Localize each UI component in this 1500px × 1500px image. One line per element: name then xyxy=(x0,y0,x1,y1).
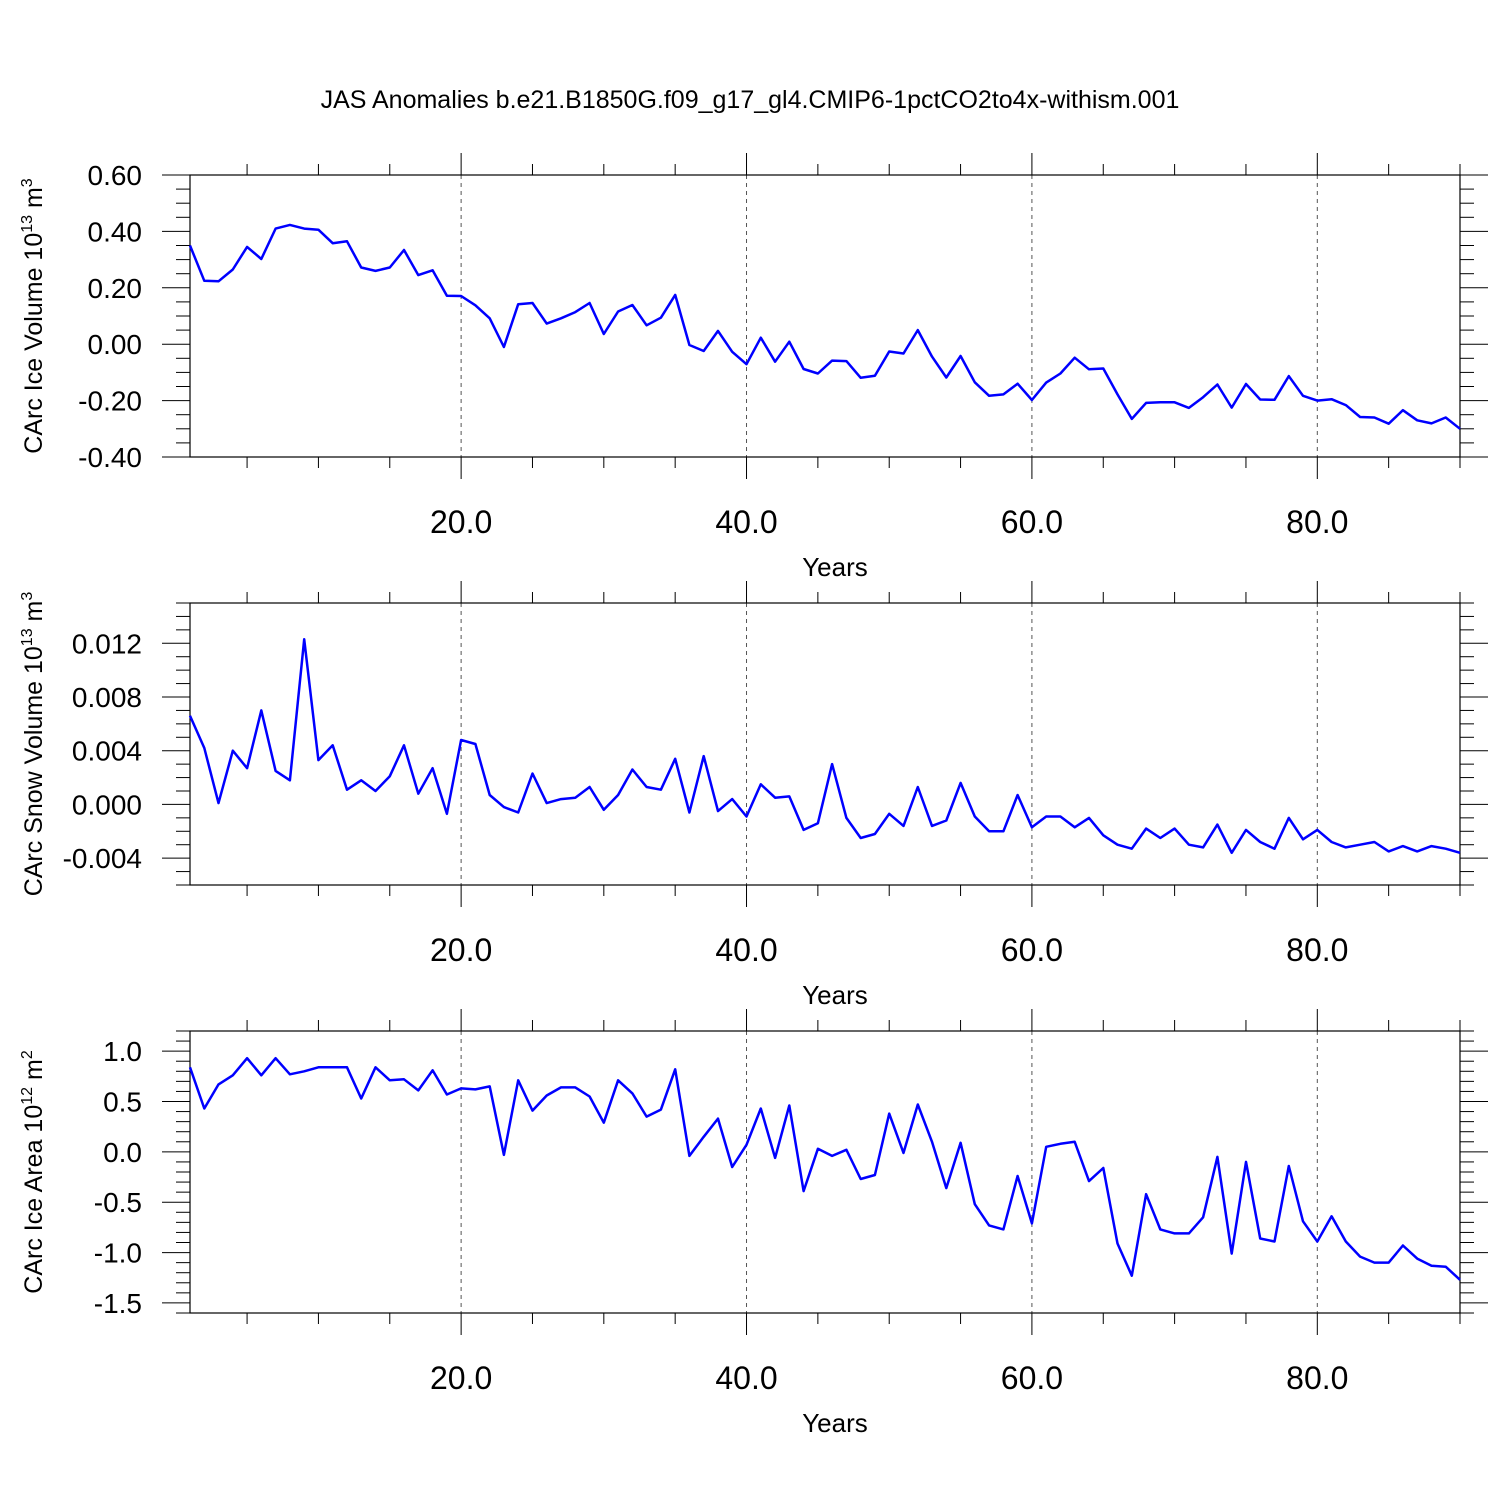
x-tick-label: 60.0 xyxy=(1001,1360,1063,1396)
y-tick-label: 0.0 xyxy=(103,1137,142,1168)
y-tick-label: 0.004 xyxy=(72,736,142,767)
x-tick-label: 80.0 xyxy=(1286,932,1348,968)
y-tick-label: 0.012 xyxy=(72,628,142,659)
series-line xyxy=(188,1056,1461,1281)
y-axis-label: CArc Ice Volume 1013 m3 xyxy=(19,178,48,454)
x-tick-label: 40.0 xyxy=(715,1360,777,1396)
y-tick-label: 0.00 xyxy=(88,329,143,360)
y-tick-label: 1.0 xyxy=(103,1036,142,1067)
x-tick-label: 40.0 xyxy=(715,932,777,968)
panel-2: 20.0 40.0 60.0 80.0 -0.004 0.000 0.004 0.008 0.0… xyxy=(19,581,1488,1010)
x-axis-label: Years xyxy=(802,1408,868,1438)
x-axis-label: Years xyxy=(802,552,868,582)
y-tick-label: 0.20 xyxy=(88,273,143,304)
y-tick-label: 0.000 xyxy=(72,789,142,820)
panel-1: 20.0 40.0 60.0 80.0 -0.40 -0.20 0.00 0.20 0.40 0.… xyxy=(19,153,1488,582)
y-axis-label: CArc Snow Volume 1013 m3 xyxy=(19,592,48,897)
y-tick-label: -1.5 xyxy=(94,1288,142,1319)
series-line xyxy=(188,223,1461,430)
panel-3: 20.0 40.0 60.0 80.0 -1.5 -1.0 -0.5 0.0 0.5 1.0 Yea… xyxy=(19,1009,1488,1438)
y-tick-label: -0.5 xyxy=(94,1187,142,1218)
y-tick-label: 0.5 xyxy=(103,1087,142,1118)
x-axis-label: Years xyxy=(802,980,868,1010)
plot-frame xyxy=(189,174,1461,458)
plot-frame xyxy=(189,602,1461,886)
x-tick-label: 80.0 xyxy=(1286,504,1348,540)
x-tick-label: 40.0 xyxy=(715,504,777,540)
y-tick-label: -1.0 xyxy=(94,1238,142,1269)
x-tick-label: 60.0 xyxy=(1001,504,1063,540)
x-tick-label: 60.0 xyxy=(1001,932,1063,968)
series-line xyxy=(188,638,1461,855)
y-tick-label: -0.20 xyxy=(78,386,142,417)
y-tick-label: -0.004 xyxy=(63,843,142,874)
x-tick-label: 20.0 xyxy=(430,1360,492,1396)
y-tick-label: 0.60 xyxy=(88,160,143,191)
x-tick-label: 80.0 xyxy=(1286,1360,1348,1396)
y-tick-label: -0.40 xyxy=(78,442,142,473)
page-title: JAS Anomalies b.e21.B1850G.f09_g17_gl4.C… xyxy=(320,86,1180,114)
y-axis-label: CArc Ice Area 1012 m2 xyxy=(19,1050,48,1294)
x-tick-label: 20.0 xyxy=(430,932,492,968)
y-tick-label: 0.40 xyxy=(88,216,143,247)
y-tick-label: 0.008 xyxy=(72,682,142,713)
x-tick-label: 20.0 xyxy=(430,504,492,540)
